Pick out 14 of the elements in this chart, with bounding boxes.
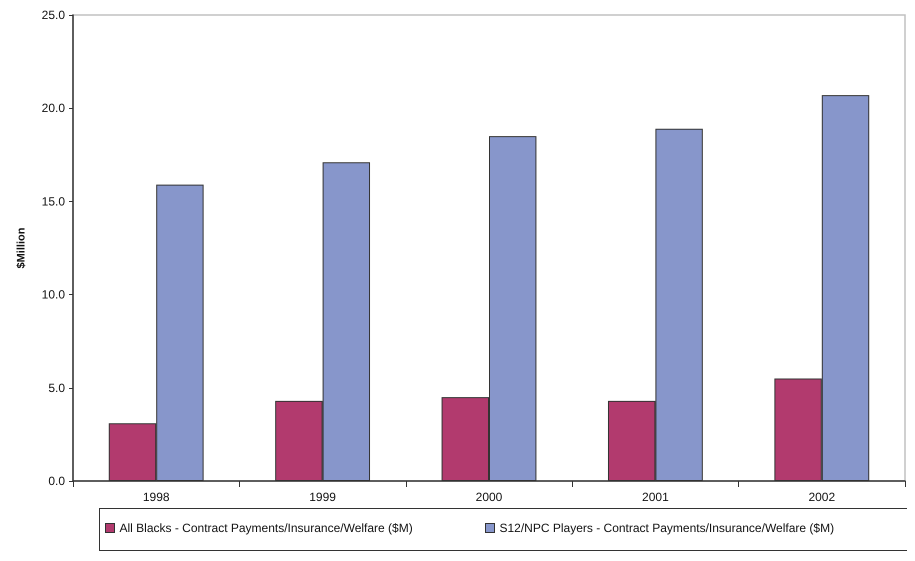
x-tick-label: 1998 [142, 490, 170, 504]
legend-label: S12/NPC Players - Contract Payments/Insurance/Welfare ($M) [500, 521, 834, 535]
x-tick-label: 2000 [476, 490, 503, 504]
y-tick-label: 25.0 [42, 8, 66, 22]
y-tick-label: 15.0 [42, 194, 66, 208]
y-tick-label: 5.0 [48, 380, 66, 395]
legend-label: All Blacks - Contract Payments/Insurance/Welfare ($M) [120, 521, 413, 535]
y-tick-label: 10.0 [42, 288, 66, 302]
y-tick-label: 0.0 [48, 474, 66, 488]
x-tick-label: 2001 [642, 490, 670, 504]
x-tick-label: 1999 [309, 490, 336, 504]
x-tick-label: 2002 [808, 490, 836, 504]
y-tick-label: 20.0 [42, 101, 66, 116]
y-axis-title: $Million [16, 227, 28, 268]
